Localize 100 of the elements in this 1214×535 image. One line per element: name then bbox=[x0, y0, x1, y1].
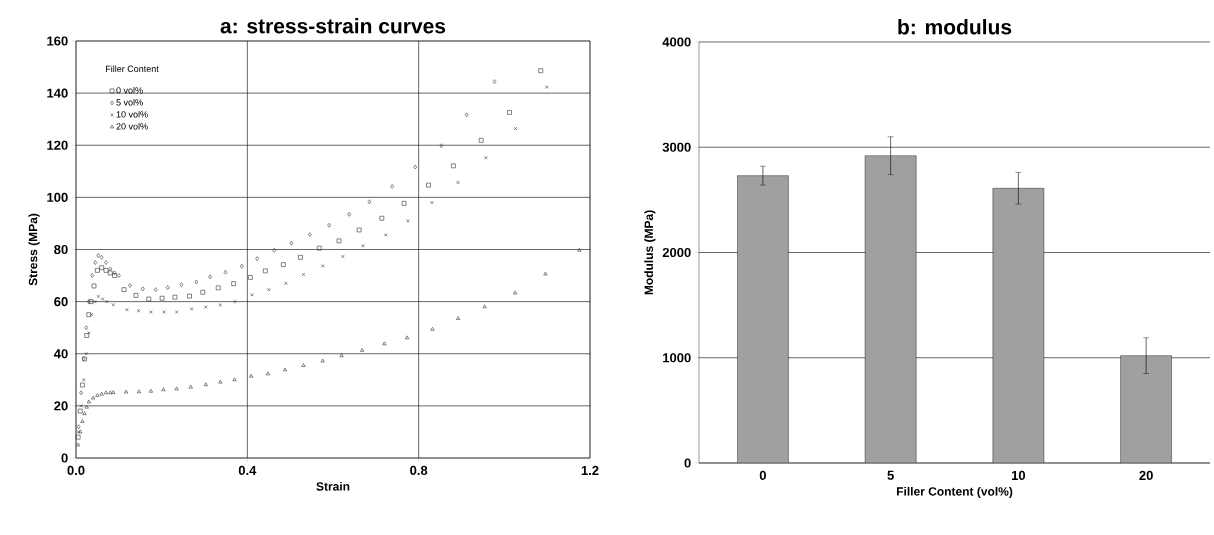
point bbox=[76, 442, 81, 447]
point bbox=[347, 212, 352, 217]
point bbox=[88, 299, 94, 304]
point bbox=[90, 273, 95, 278]
point bbox=[121, 287, 127, 292]
point bbox=[128, 283, 132, 288]
point bbox=[159, 295, 165, 301]
point bbox=[77, 408, 83, 414]
x-tick-label: 1.2 bbox=[581, 465, 599, 475]
point bbox=[272, 247, 277, 253]
point bbox=[484, 156, 488, 160]
point bbox=[133, 293, 139, 298]
point bbox=[86, 312, 92, 317]
y-tick-label: 100 bbox=[47, 192, 68, 202]
point bbox=[91, 283, 97, 289]
point bbox=[383, 233, 388, 237]
point bbox=[339, 353, 344, 358]
point bbox=[204, 305, 208, 309]
bar bbox=[992, 188, 1045, 463]
y-tick-label: 80 bbox=[54, 244, 68, 255]
point bbox=[188, 384, 193, 389]
legend-label: 5 vol% bbox=[116, 98, 143, 106]
point bbox=[174, 386, 179, 391]
point bbox=[308, 232, 312, 237]
point bbox=[194, 279, 199, 285]
point bbox=[136, 389, 141, 394]
point bbox=[87, 331, 91, 335]
point bbox=[103, 390, 109, 395]
y-tick-label: 4000 bbox=[662, 37, 691, 47]
point bbox=[200, 289, 206, 295]
point bbox=[413, 164, 418, 170]
x-tick-label: 20 bbox=[1139, 470, 1153, 480]
point bbox=[321, 264, 325, 268]
point bbox=[482, 304, 487, 309]
point bbox=[513, 290, 518, 295]
point bbox=[401, 201, 407, 206]
point bbox=[84, 325, 89, 330]
point bbox=[249, 373, 254, 378]
point bbox=[76, 424, 81, 430]
x-tick-label: 0.4 bbox=[238, 465, 257, 475]
point bbox=[203, 382, 208, 387]
point bbox=[80, 382, 85, 388]
legend-label: 0 vol% bbox=[116, 86, 143, 94]
y-tick-label: 40 bbox=[53, 349, 68, 359]
point bbox=[248, 275, 253, 280]
point bbox=[298, 255, 303, 260]
point bbox=[492, 79, 497, 84]
point bbox=[189, 307, 194, 311]
point bbox=[327, 222, 331, 228]
point bbox=[148, 388, 153, 393]
point bbox=[577, 247, 582, 252]
x-tick-label: 10 bbox=[1011, 470, 1026, 480]
point bbox=[464, 112, 469, 118]
point bbox=[99, 255, 104, 260]
point bbox=[75, 434, 81, 440]
point bbox=[179, 282, 184, 287]
point bbox=[283, 367, 288, 372]
point bbox=[174, 310, 179, 314]
point bbox=[103, 268, 109, 273]
point bbox=[100, 297, 105, 301]
point bbox=[141, 286, 145, 292]
bar bbox=[864, 155, 917, 463]
point bbox=[153, 287, 158, 292]
point bbox=[382, 341, 387, 346]
point bbox=[250, 293, 254, 297]
point bbox=[239, 263, 244, 269]
x-tick-label: 5 bbox=[887, 470, 894, 480]
y-tick-label: 3000 bbox=[662, 142, 691, 152]
y-tick-label: 120 bbox=[47, 140, 68, 150]
point bbox=[430, 326, 435, 331]
point bbox=[104, 260, 108, 265]
point bbox=[84, 333, 90, 338]
y-tick-label: 160 bbox=[47, 36, 68, 46]
point bbox=[367, 199, 372, 205]
point bbox=[543, 271, 548, 276]
point bbox=[84, 404, 89, 409]
y-tick-label: 2000 bbox=[662, 247, 691, 258]
point bbox=[320, 358, 325, 363]
y-axis-title: Stress (MPa) bbox=[28, 213, 40, 286]
point bbox=[117, 273, 121, 278]
point bbox=[336, 238, 342, 244]
point bbox=[87, 299, 91, 304]
y-tick-label: 20 bbox=[54, 401, 68, 411]
y-tick-label: 1000 bbox=[663, 353, 691, 363]
legend-title: Filler Content bbox=[105, 65, 159, 72]
point bbox=[390, 184, 394, 189]
point bbox=[80, 419, 85, 423]
point bbox=[232, 377, 237, 382]
chart-title: a: stress-strain curves bbox=[220, 18, 446, 34]
point bbox=[91, 395, 96, 400]
point bbox=[111, 390, 116, 394]
point bbox=[82, 411, 87, 415]
bar bbox=[737, 175, 789, 463]
point bbox=[545, 85, 549, 89]
point bbox=[233, 299, 237, 304]
point bbox=[111, 303, 115, 307]
point bbox=[112, 270, 117, 276]
point bbox=[405, 335, 410, 340]
point bbox=[218, 303, 223, 307]
point bbox=[265, 371, 270, 376]
